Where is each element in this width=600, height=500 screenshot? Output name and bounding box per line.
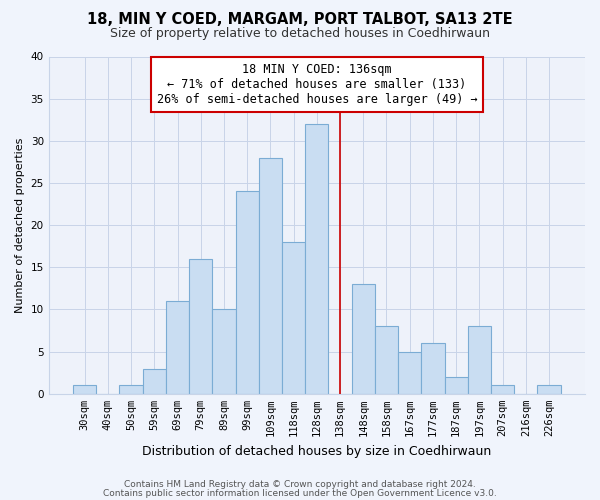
Text: Contains public sector information licensed under the Open Government Licence v3: Contains public sector information licen…	[103, 488, 497, 498]
Text: 18 MIN Y COED: 136sqm
← 71% of detached houses are smaller (133)
26% of semi-det: 18 MIN Y COED: 136sqm ← 71% of detached …	[157, 63, 477, 106]
Bar	[143, 368, 166, 394]
Y-axis label: Number of detached properties: Number of detached properties	[15, 138, 25, 313]
Bar	[166, 301, 189, 394]
X-axis label: Distribution of detached houses by size in Coedhirwaun: Distribution of detached houses by size …	[142, 444, 491, 458]
Bar	[282, 242, 305, 394]
Bar	[212, 310, 236, 394]
Bar	[375, 326, 398, 394]
Bar	[119, 386, 143, 394]
Bar	[189, 259, 212, 394]
Bar	[421, 343, 445, 394]
Bar	[538, 386, 560, 394]
Bar	[468, 326, 491, 394]
Text: 18, MIN Y COED, MARGAM, PORT TALBOT, SA13 2TE: 18, MIN Y COED, MARGAM, PORT TALBOT, SA1…	[87, 12, 513, 28]
Bar	[259, 158, 282, 394]
Bar	[73, 386, 96, 394]
Bar	[305, 124, 328, 394]
Bar	[352, 284, 375, 394]
Bar	[398, 352, 421, 394]
Bar	[491, 386, 514, 394]
Text: Size of property relative to detached houses in Coedhirwaun: Size of property relative to detached ho…	[110, 28, 490, 40]
Text: Contains HM Land Registry data © Crown copyright and database right 2024.: Contains HM Land Registry data © Crown c…	[124, 480, 476, 489]
Bar	[445, 377, 468, 394]
Bar	[236, 192, 259, 394]
